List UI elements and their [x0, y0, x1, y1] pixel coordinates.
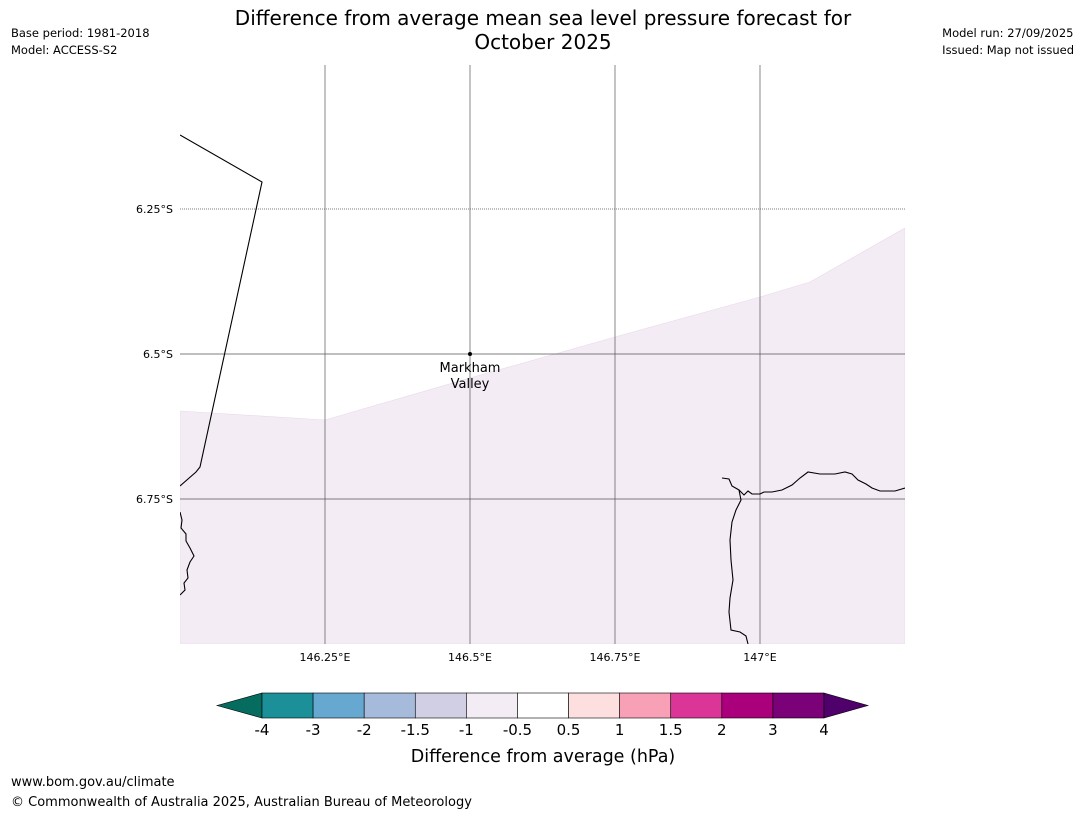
colorbar-segment — [721, 692, 774, 719]
issued-status: Issued: Map not issued — [942, 43, 1074, 57]
colorbar-segment — [670, 692, 723, 719]
colorbar-segment — [414, 692, 467, 719]
colorbar-tick-label: -1.5 — [401, 721, 430, 739]
map-title-line1: Difference from average mean sea level p… — [234, 6, 852, 30]
header-left-meta: Base period: 1981-2018 Model: ACCESS-S2 — [11, 25, 150, 59]
colorbar-segment — [261, 692, 314, 719]
colorbar-segment — [772, 692, 825, 719]
colorbar-extend-high — [823, 692, 870, 719]
river-valley-coastline — [728, 489, 749, 644]
anomaly-shaded-region — [180, 227, 905, 644]
coastlines — [180, 134, 905, 644]
colorbar-segment — [568, 692, 620, 719]
colorbar-tick-label: -4 — [255, 721, 270, 739]
model-name: Model: ACCESS-S2 — [11, 43, 118, 57]
colorbar-segment — [619, 692, 672, 719]
location-label-line2: Valley — [451, 377, 490, 392]
colorbar-segment — [363, 692, 416, 719]
footer-url[interactable]: www.bom.gov.au/climate — [11, 775, 175, 790]
lat-label: 6.25°S — [136, 203, 173, 216]
colorbar-segment — [517, 692, 569, 719]
colorbar-segment — [466, 692, 518, 719]
lon-label: 146.25°E — [300, 651, 351, 664]
west-coastline — [180, 511, 195, 596]
colorbar-extend-low — [215, 692, 263, 719]
footer-copyright: © Commonwealth of Australia 2025, Austra… — [11, 795, 472, 810]
east-coastline — [721, 471, 905, 496]
colorbar-ticks: -4 -3 -2 -1.5 -1 -0.5 0.5 1 1.5 2 3 4 — [255, 721, 829, 739]
header-right-meta: Model run: 27/09/2025 Issued: Map not is… — [942, 25, 1074, 59]
lat-labels: 6.25°S 6.5°S 6.75°S — [136, 203, 173, 506]
map-title: Difference from average mean sea level p… — [190, 6, 896, 54]
colorbar-tick-label: 2 — [717, 721, 727, 739]
colorbar-tick-label: -1 — [459, 721, 474, 739]
colorbar-tick-label: 1 — [615, 721, 625, 739]
colorbar-tick-label: -2 — [357, 721, 372, 739]
location-label-line1: Markham — [440, 361, 501, 376]
colorbar — [215, 692, 870, 719]
colorbar-tick-label: 4 — [819, 721, 829, 739]
lon-label: 147°E — [743, 651, 776, 664]
colorbar-tick-label: -3 — [306, 721, 321, 739]
colorbar-title: Difference from average (hPa) — [411, 747, 676, 767]
base-period: Base period: 1981-2018 — [11, 26, 150, 40]
lat-label: 6.5°S — [143, 348, 173, 361]
model-run: Model run: 27/09/2025 — [942, 26, 1074, 40]
lon-label: 146.75°E — [590, 651, 641, 664]
colorbar-tick-label: -0.5 — [503, 721, 532, 739]
map-title-line2: October 2025 — [474, 30, 612, 54]
colorbar-tick-label: 3 — [768, 721, 778, 739]
graticule — [180, 65, 905, 644]
lon-labels: 146.25°E 146.5°E 146.75°E 147°E — [300, 651, 777, 664]
colorbar-segment — [312, 692, 365, 719]
provincial-border — [180, 134, 263, 487]
colorbar-tick-label: 1.5 — [659, 721, 683, 739]
colorbar-tick-label: 0.5 — [557, 721, 581, 739]
location-marker-icon[interactable] — [468, 352, 472, 356]
lat-label: 6.75°S — [136, 493, 173, 506]
lon-label: 146.5°E — [448, 651, 492, 664]
location-label: Markham Valley — [440, 361, 501, 392]
